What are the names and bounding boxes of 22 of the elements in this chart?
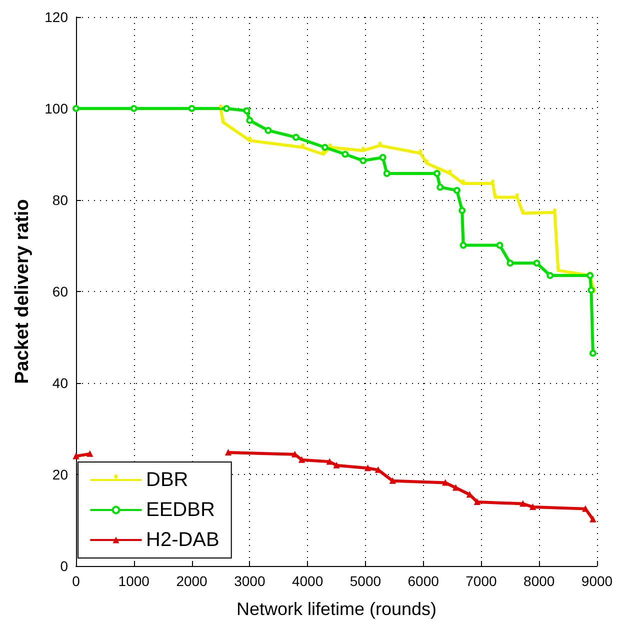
x-tick-label: 4000 — [292, 573, 324, 589]
y-tick-label: 40 — [52, 375, 68, 391]
y-tick-label: 120 — [44, 9, 68, 25]
y-tick-label: 100 — [44, 100, 68, 116]
x-tick-label: 0 — [72, 573, 80, 589]
x-tick-label: 5000 — [350, 573, 382, 589]
x-tick-label: 2000 — [176, 573, 208, 589]
y-tick-label: 20 — [52, 466, 68, 482]
legend-label: H2-DAB — [146, 529, 220, 551]
legend-label: DBR — [146, 469, 188, 491]
x-tick-label: 9000 — [581, 573, 613, 589]
y-axis-title: Packet delivery ratio — [12, 199, 33, 384]
x-axis-title: Network lifetime (rounds) — [236, 599, 437, 619]
y-tick-label: 60 — [52, 284, 68, 300]
x-tick-label: 7000 — [466, 573, 497, 589]
x-tick-label: 3000 — [234, 573, 266, 589]
x-tick-label: 6000 — [408, 573, 440, 589]
x-tick-label: 1000 — [118, 573, 150, 589]
y-tick-label: 80 — [52, 192, 68, 208]
x-tick-label: 8000 — [524, 573, 555, 589]
legend-label: EEDBR — [146, 499, 215, 521]
y-tick-label: 0 — [60, 558, 68, 574]
